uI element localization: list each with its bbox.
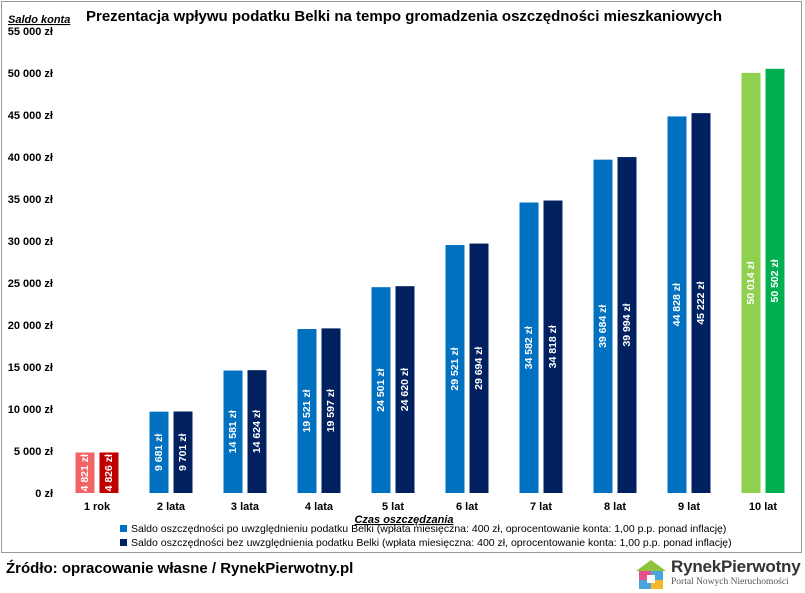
x-tick-label: 7 lat [530, 501, 552, 513]
bar-with-tax [297, 329, 317, 493]
bar-without-tax [321, 328, 341, 493]
y-tick-label: 55 000 zł [8, 26, 53, 38]
y-axis-label: Saldo konta [8, 14, 70, 26]
bar-value-label: 39 684 zł [597, 305, 609, 348]
brand-logo[interactable]: RynekPierwotny Portal Nowych Nieruchomoś… [633, 557, 803, 591]
bar-without-tax [469, 243, 489, 493]
y-tick-label: 30 000 zł [8, 236, 53, 248]
bar-value-label: 50 502 zł [769, 259, 781, 302]
x-axis-label: Czas oszczędzania [354, 514, 453, 526]
bar-value-label: 9 681 zł [153, 434, 165, 471]
y-tick-label: 50 000 zł [8, 68, 53, 80]
bar-with-tax [519, 202, 539, 493]
logo-name: RynekPierwotny [671, 557, 801, 576]
legend: Saldo oszczędności po uwzględnieniu poda… [120, 523, 732, 549]
bar-value-label: 44 828 zł [671, 283, 683, 326]
bar-with-tax [149, 411, 169, 493]
x-tick-label: 5 lat [382, 501, 404, 513]
y-tick-label: 0 zł [35, 488, 53, 500]
x-axis-ticks: 1 rok 2 lata 3 lata 4 lata 5 lat 6 lat 7 lat 8 … [84, 501, 778, 513]
bar-without-tax [247, 370, 267, 493]
x-tick-label: 4 lata [305, 501, 334, 513]
legend-swatch [120, 525, 127, 532]
bar-with-tax [741, 72, 761, 494]
legend-entry: Saldo oszczędności bez uwzględnienia pod… [131, 537, 732, 549]
source-note: Źródło: opracowanie własne / RynekPierwo… [6, 560, 354, 577]
bar-value-label: 50 014 zł [745, 261, 757, 304]
logo-tagline: Portal Nowych Nieruchomości [671, 577, 789, 587]
bar-without-tax [617, 157, 637, 493]
bar-without-tax [765, 68, 785, 493]
bar-without-tax [543, 200, 563, 493]
y-tick-label: 25 000 zł [8, 278, 53, 290]
bars: 4 821 zł 4 826 zł 9 681 zł 9 701 zł 14 581 z… [75, 68, 785, 494]
bar-value-label: 24 501 zł [375, 368, 387, 411]
x-tick-label: 8 lat [604, 501, 626, 513]
bar-value-label: 34 818 zł [547, 325, 559, 368]
bar-value-label: 39 994 zł [621, 303, 633, 346]
bar-without-tax [395, 286, 415, 493]
y-tick-label: 40 000 zł [8, 152, 53, 164]
legend-swatch [120, 539, 127, 546]
bar-value-label: 14 581 zł [227, 410, 239, 453]
x-tick-label: 10 lat [749, 501, 777, 513]
x-tick-label: 9 lat [678, 501, 700, 513]
bar-value-label: 19 521 zł [301, 389, 313, 432]
bar-value-label: 19 597 zł [325, 389, 337, 432]
y-axis-ticks: 0 zł 5 000 zł 10 000 zł 15 000 zł 20 000 zł 2… [8, 26, 53, 500]
bar-value-label: 9 701 zł [177, 434, 189, 471]
x-tick-label: 3 lata [231, 501, 260, 513]
bar-value-label: 29 694 zł [473, 347, 485, 390]
y-tick-label: 5 000 zł [14, 446, 53, 458]
bar-value-label: 45 222 zł [695, 281, 707, 324]
bar-with-tax [223, 370, 243, 493]
x-tick-label: 6 lat [456, 501, 478, 513]
bar-without-tax [691, 113, 711, 494]
bar-with-tax [75, 452, 95, 493]
x-tick-label: 1 rok [84, 501, 111, 513]
bar-value-label: 24 620 zł [399, 368, 411, 411]
y-tick-label: 20 000 zł [8, 320, 53, 332]
house-logo-icon [636, 560, 666, 589]
bar-with-tax [593, 159, 613, 493]
bar-with-tax [667, 116, 687, 494]
bar-with-tax [371, 287, 391, 493]
bar-value-label: 34 582 zł [523, 326, 535, 369]
bar-with-tax [445, 245, 465, 493]
bar-chart: Prezentacja wpływu podatku Belki na temp… [8, 8, 785, 549]
y-tick-label: 45 000 zł [8, 110, 53, 122]
bar-value-label: 4 821 zł [79, 454, 91, 491]
legend-entry: Saldo oszczędności po uwzględnieniu poda… [131, 523, 726, 535]
bar-value-label: 14 624 zł [251, 410, 263, 453]
x-tick-label: 2 lata [157, 501, 186, 513]
bar-value-label: 29 521 zł [449, 347, 461, 390]
bar-without-tax [99, 452, 119, 493]
y-tick-label: 15 000 zł [8, 362, 53, 374]
chart-title: Prezentacja wpływu podatku Belki na temp… [86, 8, 722, 25]
y-tick-label: 10 000 zł [8, 404, 53, 416]
chart-frame: Prezentacja wpływu podatku Belki na temp… [1, 1, 802, 553]
y-tick-label: 35 000 zł [8, 194, 53, 206]
bar-value-label: 4 826 zł [103, 454, 115, 491]
bar-without-tax [173, 411, 193, 493]
